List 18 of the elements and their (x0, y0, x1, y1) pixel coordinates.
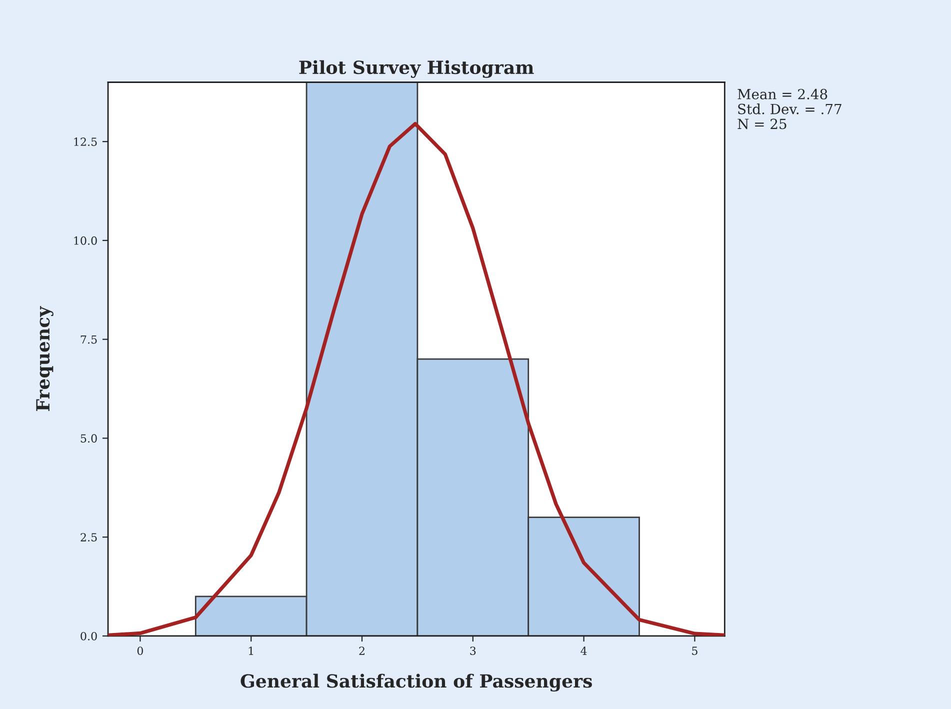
y-tick-label: 0.0 (80, 632, 97, 640)
x-tick-label: 4 (580, 646, 587, 655)
y-tick-label: 7.5 (80, 335, 97, 344)
text: N = 25 (738, 118, 786, 130)
x-tick-label: 5 (692, 646, 698, 655)
y-tick-label: 12.5 (74, 138, 97, 146)
text: Std. Dev. = .77 (738, 104, 842, 114)
x-tick-label: 3 (470, 646, 476, 655)
x-tick-label: 2 (359, 646, 364, 655)
y-tick-label: 5.0 (80, 434, 97, 443)
x-tick-label: 1 (248, 646, 254, 655)
y-axis-title: Frequency (36, 306, 54, 411)
y-tick-label: 10.0 (74, 236, 97, 245)
text: Mean = 2.48 (738, 88, 828, 100)
chart-title: Pilot Survey Histogram (299, 60, 534, 78)
x-axis-title: General Satisfaction of Passengers (240, 674, 592, 692)
y-tick-label: 2.5 (80, 533, 97, 542)
x-tick-label: 0 (137, 646, 143, 655)
